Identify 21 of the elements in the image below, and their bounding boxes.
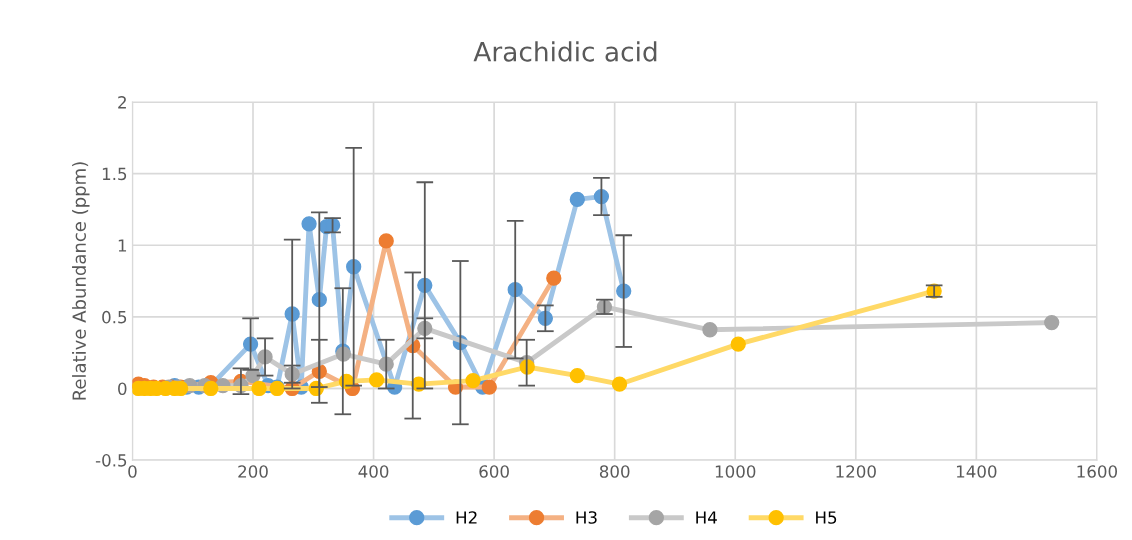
x-tick-label: 1600	[1077, 465, 1118, 478]
x-tick-label: 1000	[715, 465, 756, 478]
chart-title: Arachidic acid	[473, 41, 657, 62]
x-tick-label: 1400	[956, 465, 997, 478]
legend-label: H3	[576, 511, 597, 524]
y-tick-label: 0	[118, 382, 127, 396]
x-tick-label: 800	[599, 465, 630, 478]
x-tick-label: 600	[479, 465, 509, 478]
x-tick-label: 400	[358, 465, 389, 478]
y-tick-label: 0.5	[102, 310, 127, 324]
y-axis-title: Relative Abundance (ppm)	[72, 162, 90, 400]
y-tick-label: 2	[118, 96, 126, 109]
y-tick-label: -0.5	[95, 454, 127, 467]
legend-label: H2	[456, 511, 477, 524]
x-tick-label: 1200	[836, 465, 876, 478]
y-tick-label: 1.5	[102, 167, 127, 181]
x-tick-label: 200	[238, 465, 268, 478]
legend-label: H5	[816, 511, 837, 524]
legend-label: H4	[696, 511, 717, 524]
x-tick-label: 0	[128, 465, 137, 478]
y-tick-label: 1	[118, 239, 127, 252]
